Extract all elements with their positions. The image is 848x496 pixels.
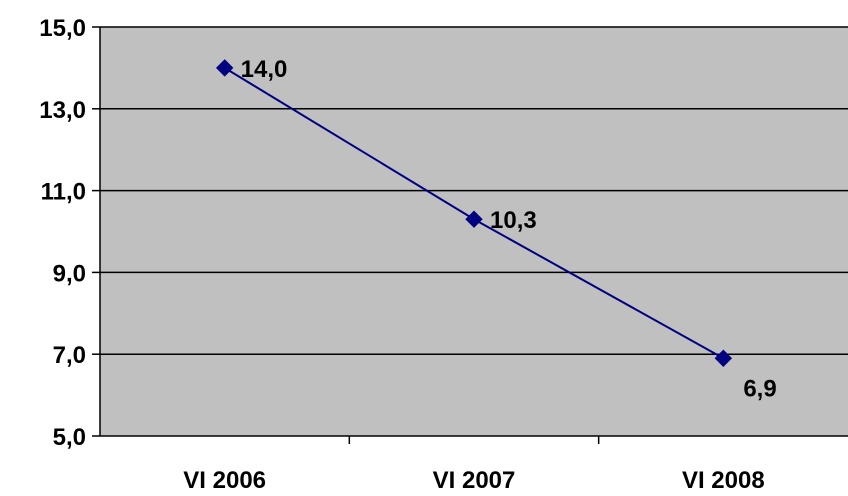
data-label: 10,3 [490,207,537,234]
x-tick-label: VI 2006 [183,467,266,494]
y-tick-label: 13,0 [39,97,86,124]
y-tick-label: 5,0 [53,424,86,451]
y-tick-label: 9,0 [53,260,86,287]
y-tick-label: 15,0 [39,15,86,42]
data-labels: 14,0 10,3 6,9 [241,56,777,402]
data-label: 14,0 [241,56,288,83]
series-layer [215,59,733,367]
y-tick-label: 7,0 [53,342,86,369]
data-label: 6,9 [743,375,776,402]
data-point-marker [215,59,234,77]
data-point-marker [465,210,483,228]
x-axis: VI 2006 VI 2007 VI 2008 [183,436,765,494]
y-axis: 5,0 7,0 9,0 11,0 13,0 15,0 [39,15,100,451]
x-tick-label: VI 2008 [682,467,765,494]
y-tick-label: 11,0 [41,179,86,206]
x-tick-label: VI 2007 [433,467,516,494]
data-point-marker [714,349,733,367]
plot-area [100,27,848,436]
